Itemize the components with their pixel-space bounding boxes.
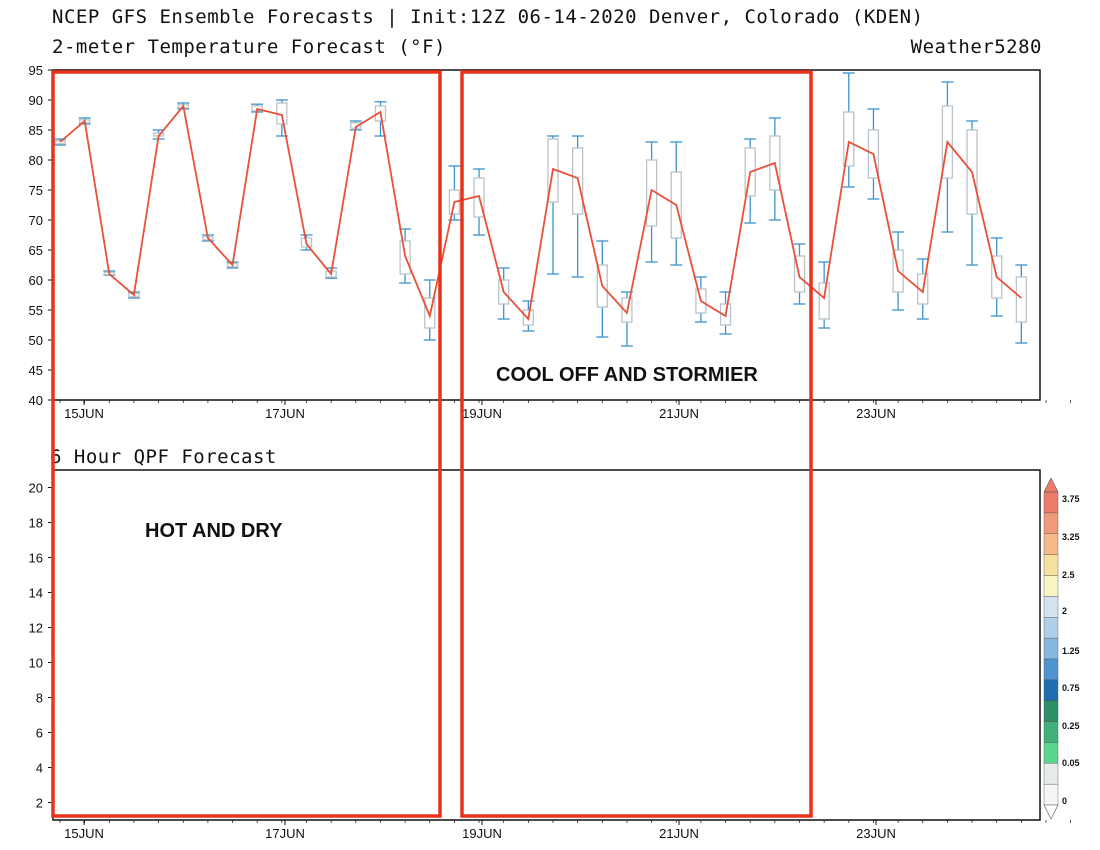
y-tick-label: 80	[29, 153, 43, 168]
x-tick-label: 17JUN	[265, 406, 305, 421]
x-tick-label: 19JUN	[462, 826, 502, 841]
colorbar-segment	[1043, 575, 1059, 597]
y-tick-label: 10	[29, 656, 43, 671]
spread-box	[1015, 276, 1027, 323]
colorbar-segment	[1043, 679, 1059, 701]
y-tick-label: 90	[29, 93, 43, 108]
colorbar-segment	[1043, 637, 1059, 660]
x-tick-label: 21JUN	[659, 826, 699, 841]
y-tick-label: 65	[29, 243, 43, 258]
x-tick-label: 19JUN	[462, 406, 502, 421]
y-tick-label: 18	[29, 516, 43, 531]
mean-temperature-line	[59, 103, 1022, 321]
cool-stormier-highlight-box	[460, 70, 813, 818]
y-tick-label: 95	[29, 63, 43, 78]
y-tick-label: 60	[29, 273, 43, 288]
y-tick-label: 55	[29, 303, 43, 318]
colorbar-label: 2.5	[1062, 570, 1075, 580]
colorbar-segment	[1043, 742, 1059, 764]
cool-off-annotation: COOL OFF AND STORMIER	[496, 364, 758, 386]
y-tick-label: 45	[29, 363, 43, 378]
y-tick-label: 85	[29, 123, 43, 138]
y-tick-label: 16	[29, 551, 43, 566]
y-tick-label: 2	[36, 796, 43, 811]
colorbar-segment	[1043, 491, 1059, 514]
y-tick-label: 14	[29, 586, 43, 601]
x-tick-label: 21JUN	[659, 406, 699, 421]
temperature-panel-title: 2-meter Temperature Forecast (°F)	[52, 36, 446, 58]
temperature-plot-frame	[52, 69, 1041, 401]
colorbar-label: 2	[1062, 606, 1067, 616]
brand-label: Weather5280	[910, 36, 1042, 58]
qpf-plot-frame	[52, 469, 1041, 821]
colorbar-segment	[1043, 658, 1059, 681]
colorbar-segment	[1043, 763, 1059, 785]
colorbar-segment	[1043, 783, 1059, 806]
spread-box	[818, 282, 830, 320]
colorbar-label: 3.75	[1062, 494, 1080, 504]
x-tick-label: 23JUN	[856, 406, 896, 421]
spread-box	[843, 111, 855, 167]
x-tick-label: 23JUN	[856, 826, 896, 841]
colorbar-segment	[1043, 512, 1059, 534]
y-tick-label: 75	[29, 183, 43, 198]
colorbar-label: 0.25	[1062, 721, 1080, 731]
colorbar-segment	[1043, 721, 1059, 743]
x-tick-label: 15JUN	[64, 406, 104, 421]
colorbar-label: 0	[1062, 796, 1067, 806]
chart-title: NCEP GFS Ensemble Forecasts | Init:12Z 0…	[52, 6, 924, 28]
colorbar-bottom-arrow	[1043, 804, 1059, 820]
colorbar-top-arrow	[1043, 477, 1059, 493]
colorbar-segment	[1043, 533, 1059, 555]
y-tick-label: 4	[36, 761, 43, 776]
y-tick-label: 6	[36, 726, 43, 741]
y-tick-label: 12	[29, 621, 43, 636]
y-tick-label: 8	[36, 691, 43, 706]
spread-box	[54, 140, 66, 145]
colorbar-label: 0.05	[1062, 758, 1080, 768]
y-tick-label: 70	[29, 213, 43, 228]
hot-dry-annotation: HOT AND DRY	[145, 520, 283, 542]
y-tick-label: 20	[29, 481, 43, 496]
y-tick-label: 50	[29, 333, 43, 348]
colorbar-segment	[1043, 700, 1059, 722]
colorbar-label: 0.75	[1062, 683, 1080, 693]
colorbar-segment	[1043, 596, 1059, 618]
colorbar-label: 3.25	[1062, 532, 1080, 542]
hot-dry-highlight-box	[51, 70, 442, 818]
y-tick-label: 40	[29, 393, 43, 408]
x-tick-label: 17JUN	[265, 826, 305, 841]
qpf-panel-title: 6 Hour QPF Forecast	[50, 446, 277, 468]
x-tick-label: 15JUN	[64, 826, 104, 841]
colorbar-segment	[1043, 554, 1059, 576]
colorbar-segment	[1043, 617, 1059, 639]
colorbar-label: 1.25	[1062, 646, 1080, 656]
